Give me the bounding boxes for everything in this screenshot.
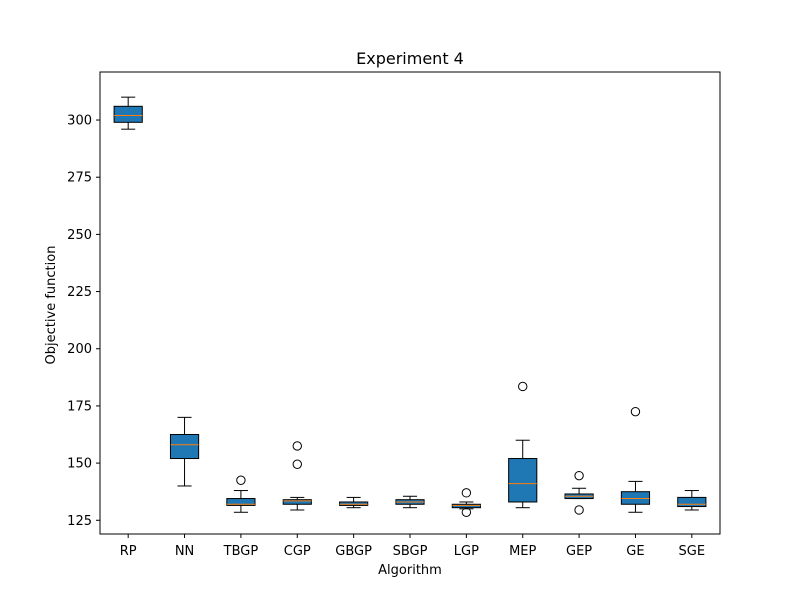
- x-tick-label: RP: [120, 544, 137, 559]
- outlier-point: [461, 507, 472, 517]
- x-tick-label: SGE: [679, 544, 706, 559]
- y-tick-label: 175: [67, 399, 92, 414]
- chart-title: Experiment 4: [356, 49, 464, 68]
- y-axis-label: Objective function: [44, 246, 59, 365]
- x-tick-label: GEP: [566, 544, 592, 559]
- plot-area: 125 150 175 200 225 250 275 300 RP NN TBGP CGP GBGP S…: [67, 96, 707, 559]
- box-gbgp: [339, 501, 369, 506]
- outlier-point: [461, 488, 472, 498]
- outlier-point: [518, 381, 528, 392]
- box-cgp: [282, 499, 312, 505]
- axes-frame: [99, 71, 721, 535]
- box-nn: [169, 434, 200, 460]
- x-tick-label: NN: [175, 544, 194, 559]
- box-ge: [620, 491, 651, 505]
- y-tick-label: 275: [67, 171, 92, 186]
- outlier-point: [292, 459, 302, 469]
- outlier-point: [236, 475, 246, 485]
- y-tick-label: 150: [67, 457, 92, 472]
- x-tick-label: CGP: [284, 544, 311, 559]
- x-axis-label: Algorithm: [378, 563, 442, 578]
- y-tick-label: 250: [67, 228, 92, 243]
- x-tick-label: SBGP: [393, 544, 428, 559]
- outlier-point: [574, 470, 584, 481]
- outlier-point: [630, 406, 641, 417]
- x-tick-label: GBGP: [335, 544, 372, 559]
- y-tick-label: 225: [67, 285, 92, 300]
- x-tick-label: GE: [626, 544, 644, 559]
- outlier-point: [574, 505, 584, 515]
- x-tick-label: TBGP: [223, 544, 259, 559]
- y-tick-label: 200: [67, 342, 92, 357]
- y-tick-label: 300: [67, 114, 92, 129]
- box-rp: [113, 105, 143, 123]
- box-mep: [508, 458, 538, 503]
- box-tbgp: [226, 498, 256, 506]
- box-lgp: [451, 503, 481, 509]
- y-tick-label: 125: [67, 514, 92, 529]
- x-tick-label: LGP: [454, 544, 479, 559]
- x-tick-label: MEP: [509, 544, 536, 559]
- outlier-point: [292, 441, 302, 451]
- box-sge: [677, 496, 707, 508]
